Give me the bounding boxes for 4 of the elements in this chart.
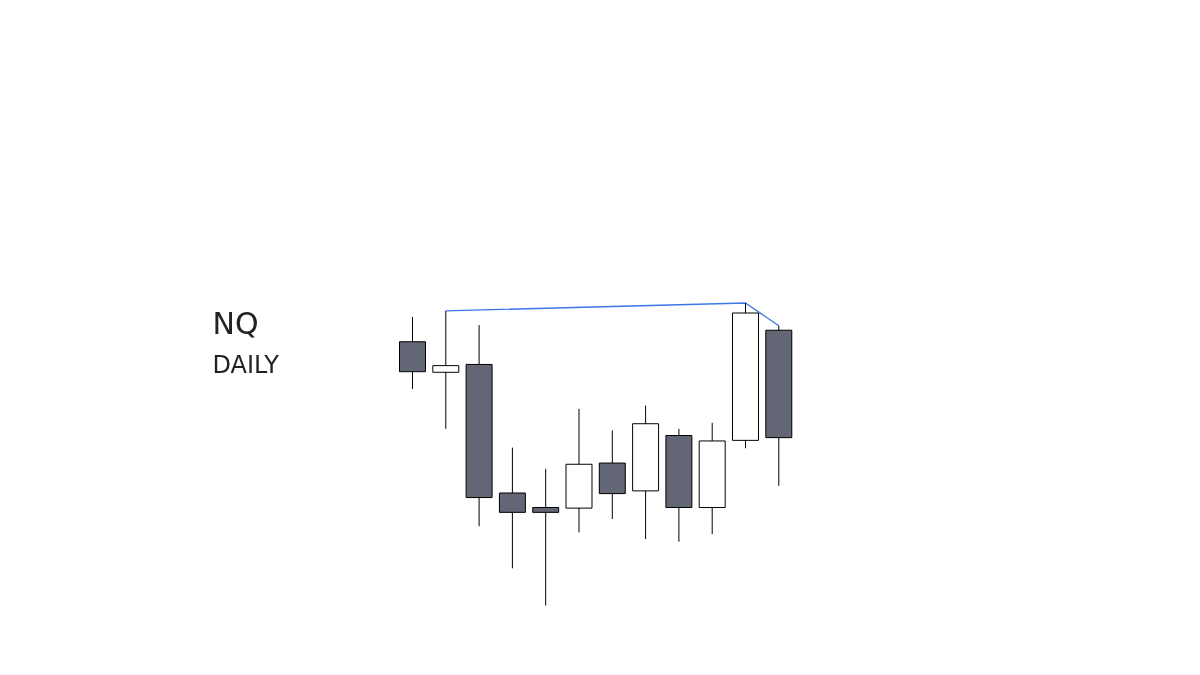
text: DAILY	[212, 350, 280, 379]
candlestick	[432, 310, 460, 430]
candlestick	[532, 468, 560, 607]
chart-title: NQ	[212, 305, 259, 341]
